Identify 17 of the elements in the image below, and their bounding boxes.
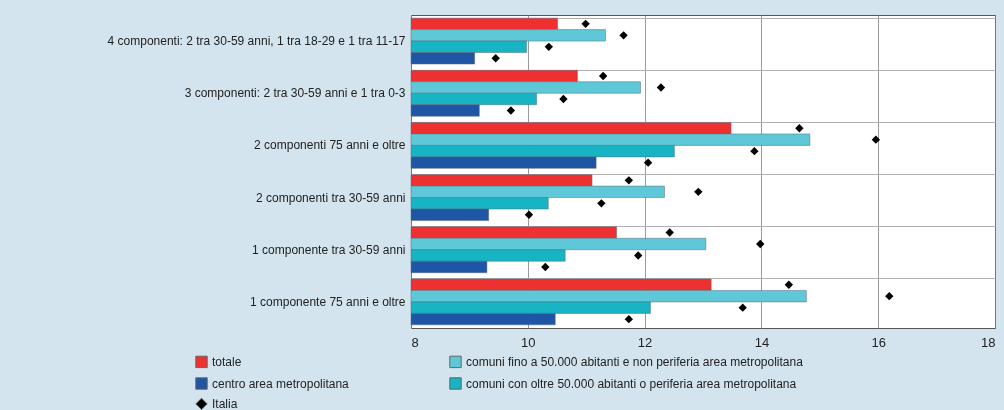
legend-label: comuni fino a 50.000 abitanti e non periferia area metropolitana xyxy=(466,354,804,369)
legend-label: totale xyxy=(212,354,242,369)
legend-label: Italia xyxy=(212,396,238,410)
x-tick-label: 16 xyxy=(871,334,886,350)
legend-label: comuni con oltre 50.000 abitanti o periferia area metropolitana xyxy=(466,376,797,391)
x-tick-label: 10 xyxy=(521,334,536,350)
y-tick-label: 1 componente 75 anni e oltre xyxy=(250,294,406,309)
y-tick-label: 2 componenti 75 anni e oltre xyxy=(254,138,406,153)
y-tick-label: 1 componente tra 30-59 anni xyxy=(252,242,406,257)
y-tick-label: 3 componenti: 2 tra 30-59 anni e 1 tra 0-3 xyxy=(184,86,406,101)
x-tick-label: 8 xyxy=(411,334,419,350)
y-tick-label: 4 componenti: 2 tra 30-59 anni, 1 tra 18-29 e 1 tra 11-17 xyxy=(107,34,406,49)
legend-label: centro area metropolitana xyxy=(212,376,350,391)
y-tick-label: 2 componenti tra 30-59 anni xyxy=(256,190,406,205)
x-tick-label: 14 xyxy=(754,334,770,350)
x-tick-label: 12 xyxy=(637,334,653,350)
x-tick-label: 18 xyxy=(981,334,996,350)
